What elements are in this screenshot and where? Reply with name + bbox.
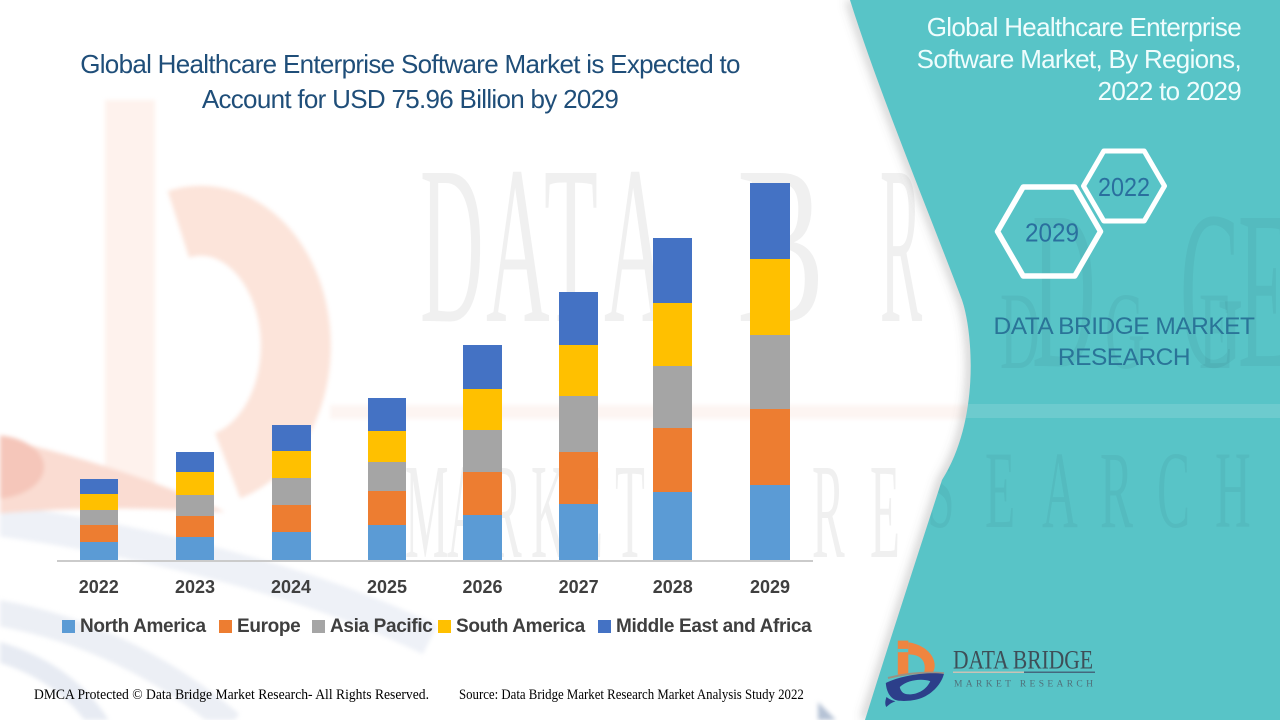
- svg-text:2022: 2022: [1098, 172, 1150, 202]
- svg-text:2029: 2029: [1025, 218, 1079, 248]
- svg-text:DATA BRIDGE: DATA BRIDGE: [953, 646, 1093, 675]
- svg-text:MARKET RESEARCH: MARKET RESEARCH: [954, 680, 1093, 690]
